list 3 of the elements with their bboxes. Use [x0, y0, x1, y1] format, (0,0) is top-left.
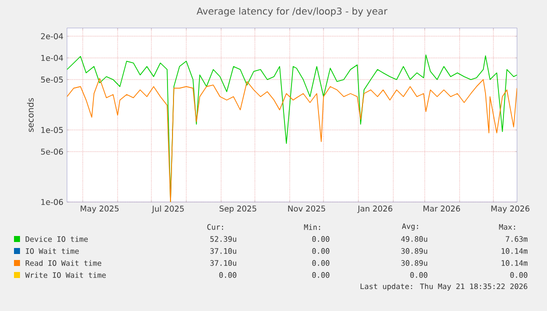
y-axis-title: seconds — [27, 98, 34, 132]
chart-title: Average latency for /dev/loop3 - by year — [196, 7, 388, 17]
line-series — [67, 78, 518, 202]
